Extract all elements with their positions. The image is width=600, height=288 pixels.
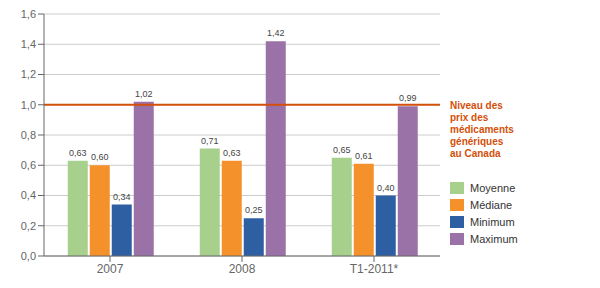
svg-text:2007: 2007 bbox=[97, 262, 124, 276]
svg-text:1,6: 1,6 bbox=[21, 8, 36, 20]
svg-text:0,25: 0,25 bbox=[245, 205, 263, 215]
html-text:Minimum: Minimum bbox=[470, 216, 515, 228]
svg-text:1,02: 1,02 bbox=[135, 89, 153, 99]
svg-text:0,99: 0,99 bbox=[399, 93, 417, 103]
html-text:Médiane: Médiane bbox=[470, 199, 513, 211]
svg-text:1,4: 1,4 bbox=[21, 38, 36, 50]
svg-text:0,63: 0,63 bbox=[223, 148, 241, 158]
html-text:Maximum: Maximum bbox=[470, 233, 518, 245]
svg-text:0,60: 0,60 bbox=[91, 152, 109, 162]
svg-text:0,61: 0,61 bbox=[355, 151, 373, 161]
html-text:Moyenne: Moyenne bbox=[470, 182, 516, 194]
svg-text:0,6: 0,6 bbox=[21, 159, 36, 171]
svg-text:0,34: 0,34 bbox=[113, 192, 131, 202]
svg-text:0,40: 0,40 bbox=[377, 183, 395, 193]
svg-text:0,0: 0,0 bbox=[21, 250, 36, 262]
svg-text:0,2: 0,2 bbox=[21, 220, 36, 232]
svg-text:1,42: 1,42 bbox=[267, 28, 285, 38]
svg-text:1,2: 1,2 bbox=[21, 68, 36, 80]
svg-text:0,63: 0,63 bbox=[69, 148, 87, 158]
svg-text:2008: 2008 bbox=[229, 262, 256, 276]
svg-text:1,0: 1,0 bbox=[21, 99, 36, 111]
svg-text:0,71: 0,71 bbox=[201, 136, 219, 146]
svg-text:0,65: 0,65 bbox=[333, 145, 351, 155]
svg-text:T1-2011*: T1-2011* bbox=[350, 262, 399, 276]
svg-text:Niveau desprix desmédicamentsg: Niveau desprix desmédicamentsgénériquesa… bbox=[450, 100, 514, 159]
svg-text:0,4: 0,4 bbox=[21, 189, 36, 201]
svg-text:0,8: 0,8 bbox=[21, 129, 36, 141]
